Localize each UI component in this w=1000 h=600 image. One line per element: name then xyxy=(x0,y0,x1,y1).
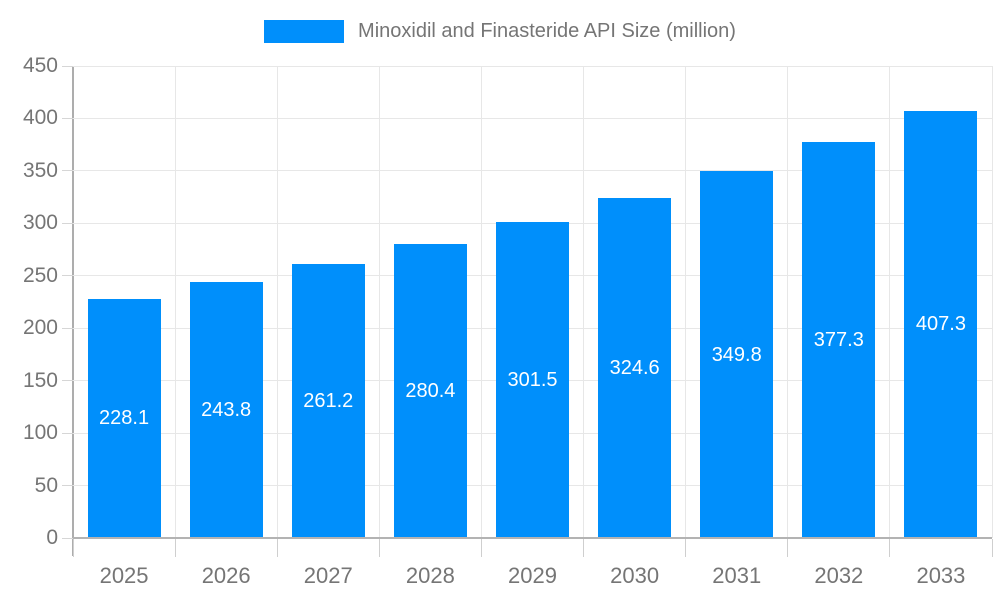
vertical-gridline xyxy=(378,66,380,538)
x-axis-tick xyxy=(378,539,380,557)
y-axis-label: 100 xyxy=(22,421,58,445)
y-axis-tick xyxy=(62,327,73,329)
horizontal-gridline xyxy=(73,65,992,67)
bar-value-label: 243.8 xyxy=(201,399,252,422)
x-axis-label: 2027 xyxy=(303,563,353,588)
y-axis-tick xyxy=(62,432,73,434)
y-axis-tick xyxy=(62,485,73,487)
x-axis-baseline xyxy=(73,537,992,539)
bar-value-label: 228.1 xyxy=(99,407,150,430)
x-axis-tick xyxy=(276,539,278,557)
vertical-gridline xyxy=(583,66,585,538)
vertical-gridline xyxy=(991,66,993,538)
x-axis-tick xyxy=(72,539,74,557)
x-axis-label: 2029 xyxy=(508,563,557,588)
legend: Minoxidil and Finasteride API Size (mill… xyxy=(0,14,1000,48)
plot-area: 228.1 243.8 261.2 280.4 301.5 324.6 349.8 377.3… xyxy=(73,65,993,538)
x-axis-label: 2028 xyxy=(405,563,455,588)
x-axis-label: 2033 xyxy=(916,563,966,588)
y-axis-label: 150 xyxy=(22,368,58,392)
horizontal-gridline xyxy=(73,117,992,119)
y-axis-tick xyxy=(62,222,73,224)
y-axis-tick xyxy=(62,170,73,172)
vertical-gridline xyxy=(480,66,482,538)
y-axis-label: 450 xyxy=(22,54,58,77)
bar-value-label: 407.3 xyxy=(915,313,966,336)
x-axis-tick xyxy=(480,539,482,557)
x-axis-label: 2030 xyxy=(610,563,660,588)
y-axis-label: 250 xyxy=(22,263,58,287)
y-axis-tick xyxy=(62,65,73,67)
legend-label[interactable]: Minoxidil and Finasteride API Size (mill… xyxy=(358,19,736,42)
bar-2030 xyxy=(598,197,672,538)
y-axis-label: 0 xyxy=(46,526,58,549)
x-axis-tick xyxy=(991,539,993,557)
bar-value-label: 324.6 xyxy=(609,356,660,379)
y-axis-label: 200 xyxy=(22,316,58,340)
x-axis-tick xyxy=(787,539,789,557)
bar-value-label: 349.8 xyxy=(711,343,762,366)
y-axis-label: 50 xyxy=(34,473,58,497)
x-axis-label: 2032 xyxy=(814,563,864,588)
y-axis-label: 400 xyxy=(22,106,58,130)
y-axis-tick xyxy=(62,380,73,382)
bar-2028 xyxy=(393,243,467,538)
y-axis-label: 300 xyxy=(22,211,58,235)
legend-swatch[interactable] xyxy=(264,19,345,43)
vertical-gridline xyxy=(787,66,789,538)
x-axis-label: 2031 xyxy=(712,563,762,588)
vertical-gridline xyxy=(174,66,176,538)
y-axis-line xyxy=(72,66,74,556)
x-axis-tick xyxy=(174,539,176,557)
bar-2032 xyxy=(802,142,876,538)
bar-2026 xyxy=(189,282,263,538)
x-axis-tick xyxy=(685,539,687,557)
bar-value-label: 261.2 xyxy=(303,390,354,412)
bar-value-label: 377.3 xyxy=(813,329,864,352)
bar-value-label: 301.5 xyxy=(507,368,558,391)
bar-2029 xyxy=(496,221,569,538)
horizontal-gridline xyxy=(73,170,992,172)
vertical-gridline xyxy=(889,66,891,538)
x-axis-tick xyxy=(583,539,585,557)
bar-2025 xyxy=(87,298,161,538)
x-axis-label: 2025 xyxy=(99,563,149,588)
bar-2033 xyxy=(904,110,978,538)
bar-2027 xyxy=(291,264,365,538)
y-axis-tick xyxy=(62,117,73,119)
y-axis-tick xyxy=(62,537,73,539)
bar-value-label: 280.4 xyxy=(405,379,456,402)
vertical-gridline xyxy=(685,66,687,538)
vertical-gridline xyxy=(276,66,278,538)
x-axis-tick xyxy=(889,539,891,557)
y-axis-label: 350 xyxy=(22,158,58,182)
y-axis-tick xyxy=(62,275,73,277)
bar-2031 xyxy=(700,171,774,538)
x-axis-label: 2026 xyxy=(201,563,251,588)
